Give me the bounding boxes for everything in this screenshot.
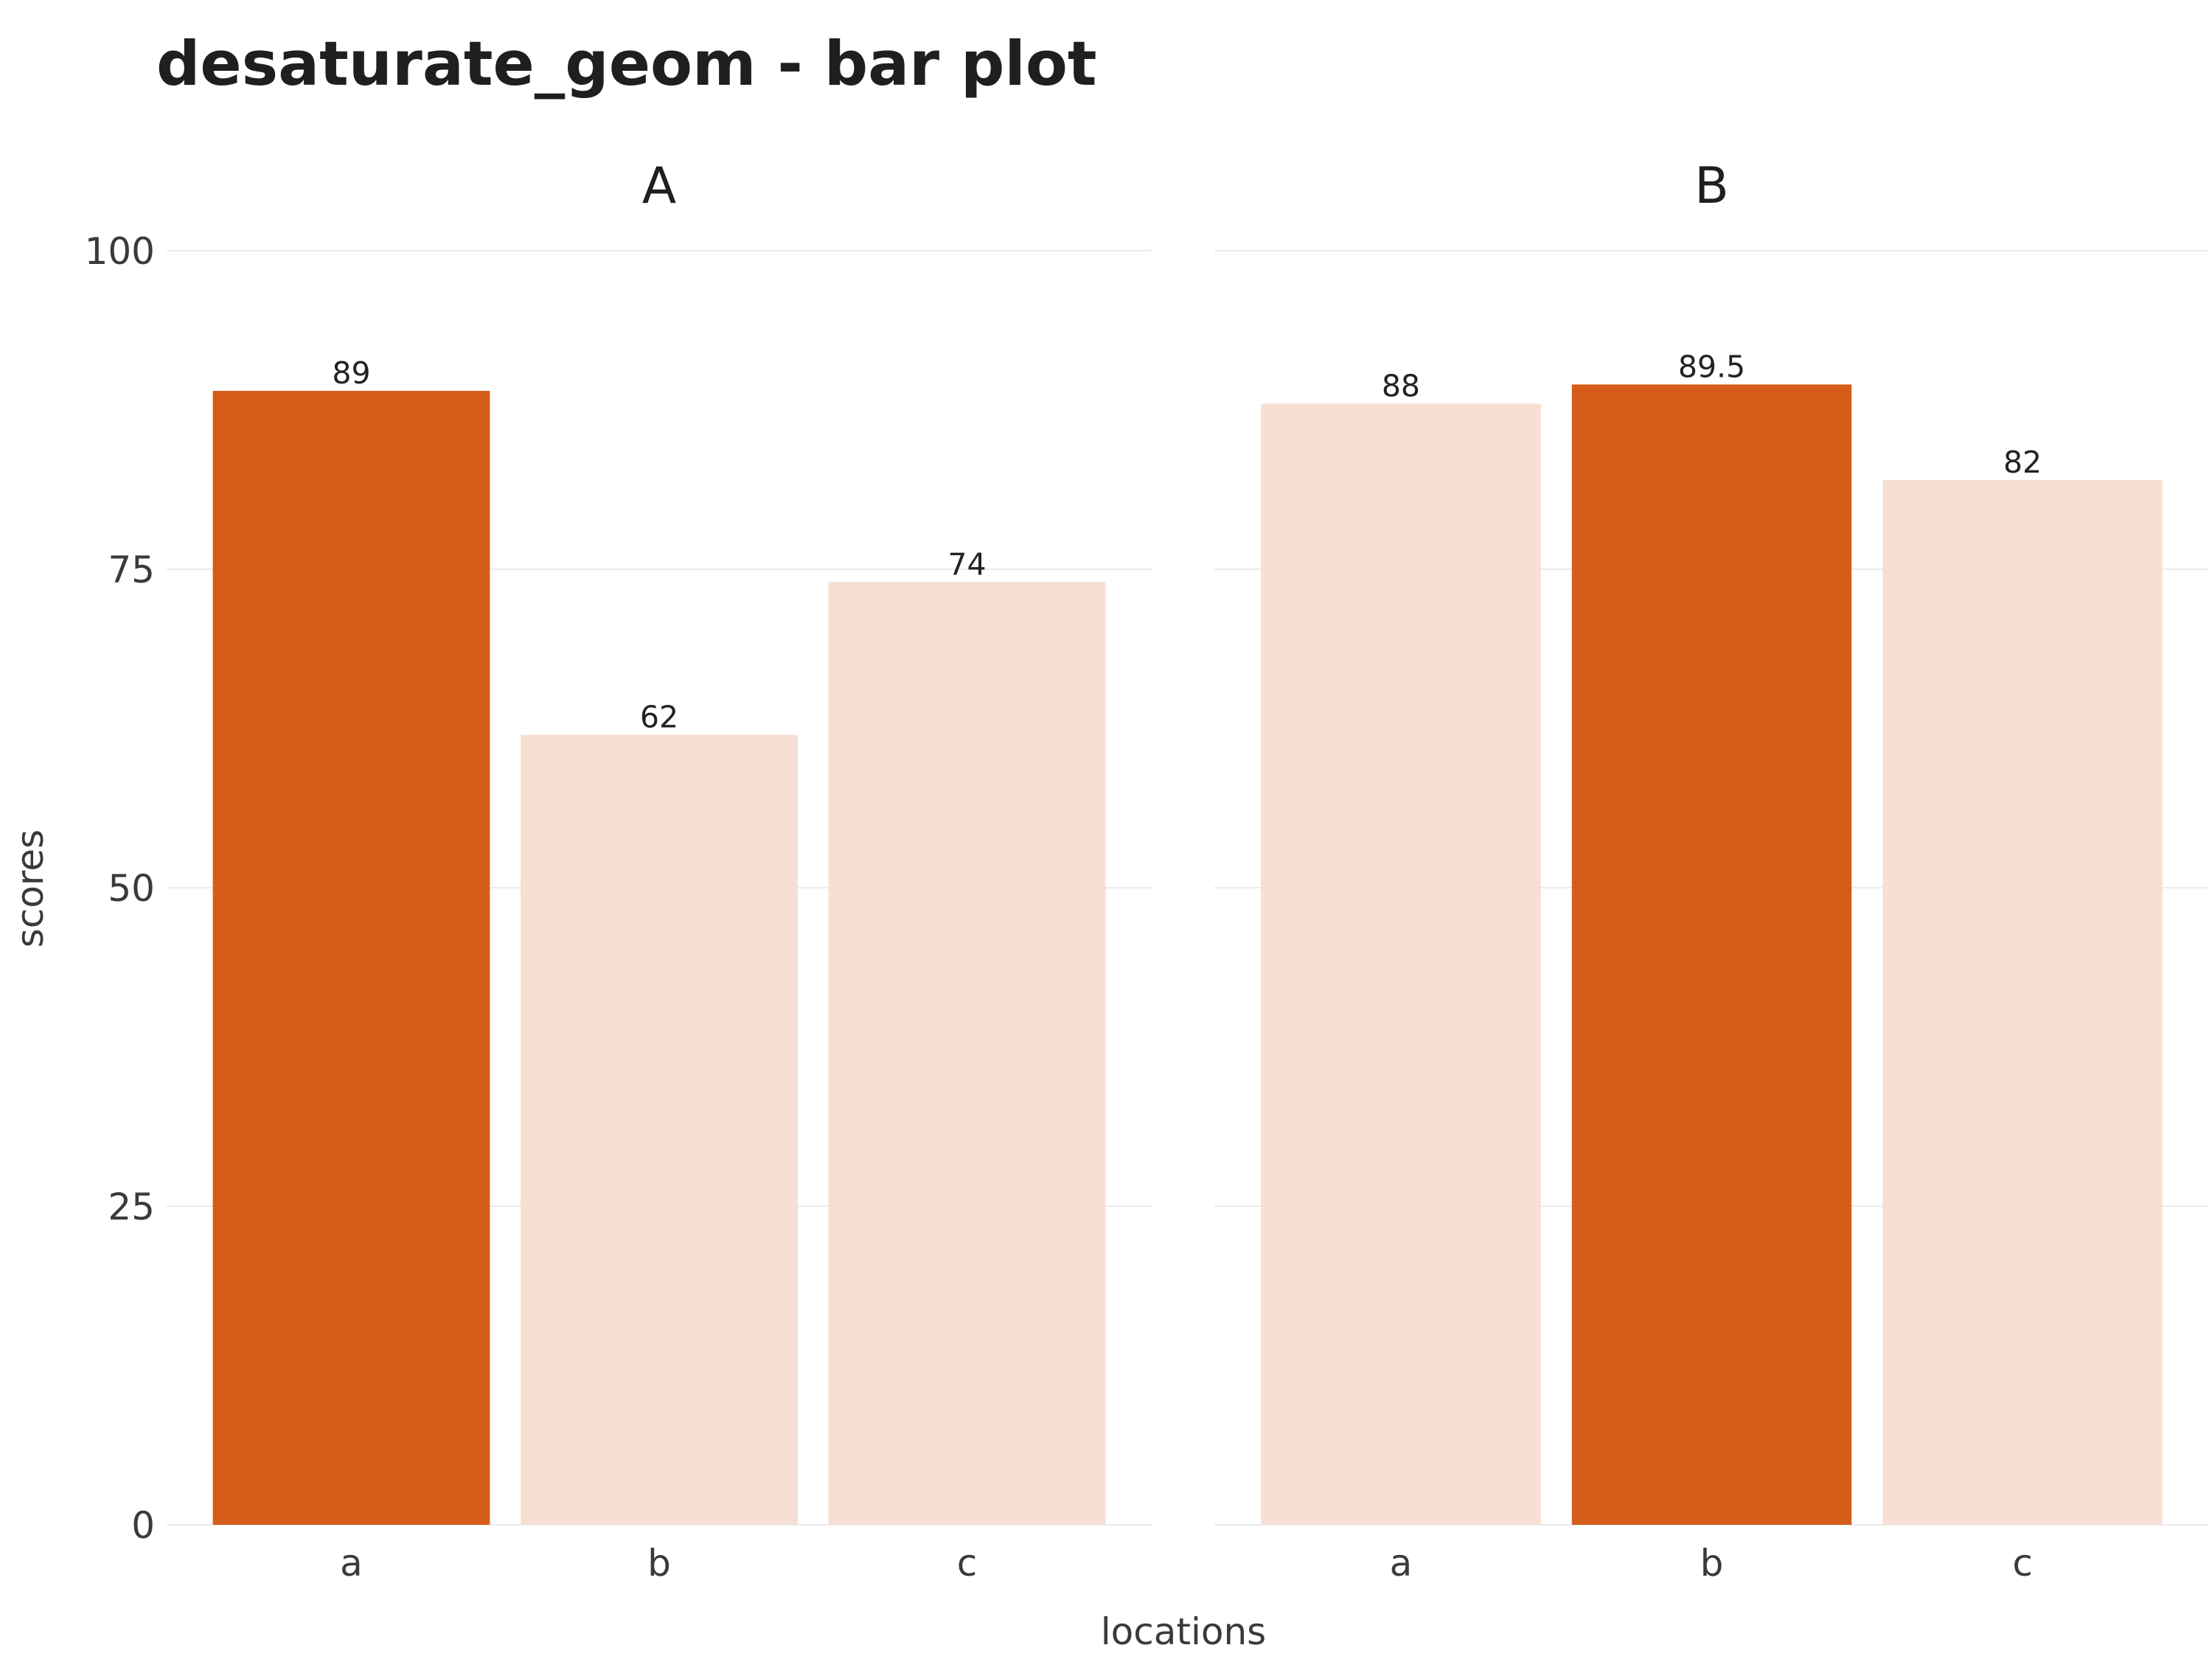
bar-value-label-A-a: 89 <box>332 355 370 391</box>
y-axis-title: scores <box>9 830 52 947</box>
bar-A-a <box>212 391 490 1525</box>
y-tick-label-75: 75 <box>108 549 155 591</box>
bar-B-a <box>1261 403 1541 1525</box>
x-axis-title: locations <box>1101 1610 1266 1653</box>
x-tick-label-A-b: b <box>647 1542 671 1585</box>
x-tick-label-B-a: a <box>1390 1542 1413 1585</box>
bar-value-label-A-c: 74 <box>947 546 986 582</box>
y-tick-label-25: 25 <box>108 1186 155 1228</box>
facet-label-A: A <box>642 157 677 215</box>
chart-title: desaturate_geom - bar plot <box>156 28 1097 100</box>
bar-value-label-B-b: 89.5 <box>1678 349 1745 384</box>
panel-A: A 89 a 62 b 74 c <box>167 157 1152 1585</box>
bar-value-label-B-c: 82 <box>2003 445 2042 480</box>
y-tick-label-50: 50 <box>108 867 155 910</box>
x-tick-label-A-a: a <box>340 1542 363 1585</box>
facet-panels: A 89 a 62 b 74 c B 88 a 89.5 b 82 c <box>167 157 2209 1585</box>
facet-label-B: B <box>1694 157 1729 215</box>
bar-value-label-B-a: 88 <box>1382 368 1420 403</box>
bar-A-b <box>521 734 798 1525</box>
bar-A-c <box>828 582 1106 1525</box>
y-axis: 0 25 50 75 100 <box>85 230 155 1547</box>
panel-B: B 88 a 89.5 b 82 c <box>1214 157 2209 1585</box>
bar-B-c <box>1882 480 2163 1525</box>
x-tick-label-A-c: c <box>957 1542 978 1585</box>
x-tick-label-B-c: c <box>2012 1542 2033 1585</box>
y-tick-label-100: 100 <box>85 230 155 273</box>
bar-B-b <box>1571 384 1852 1526</box>
bar-value-label-A-b: 62 <box>640 700 678 735</box>
y-tick-label-0: 0 <box>131 1504 155 1547</box>
x-tick-label-B-b: b <box>1700 1542 1724 1585</box>
